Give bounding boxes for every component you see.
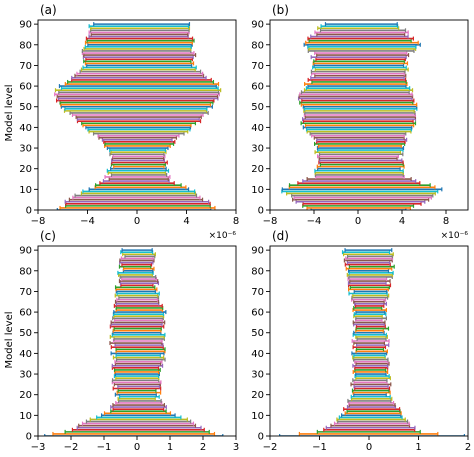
y-tick-label: 70 [251,61,264,72]
y-tick-label: 0 [26,432,32,443]
y-tick-label: 20 [251,164,264,175]
errorbar-series [281,22,443,210]
y-tick-label: 10 [19,185,32,196]
y-tick-label: 50 [19,102,32,113]
y-tick-label: 60 [251,308,264,319]
y-tick-label: 90 [19,20,32,31]
y-tick-label: 90 [19,246,32,257]
y-axis-label-bottom: Model level [4,312,15,369]
y-tick-label: 80 [19,266,32,277]
x-tick-label: 8 [443,216,449,227]
y-tick-label: 40 [19,349,32,360]
y-tick-label: 50 [19,328,32,339]
errorbar-series [279,248,465,436]
y-tick-label: 60 [19,82,32,93]
panel-label: (d) [272,229,289,243]
y-tick-label: 70 [19,287,32,298]
x-tick-label: 8 [233,216,239,227]
y-tick-label: 10 [19,411,32,422]
y-tick-label: 30 [19,144,32,155]
y-tick-label: 40 [251,123,264,134]
panel-label: (b) [272,3,289,17]
y-tick-label: 70 [19,61,32,72]
y-tick-label: 10 [251,411,264,422]
x-tick-label: 2 [465,442,471,453]
x-tick-label: −2 [64,442,79,453]
x-tick-label: 0 [134,442,140,453]
x-tick-label: 3 [233,442,239,453]
y-tick-label: 0 [258,206,264,217]
panel-label: (a) [40,3,57,17]
y-tick-label: 60 [251,82,264,93]
x-tick-label: −1 [97,442,112,453]
y-tick-label: 80 [251,266,264,277]
errorbar-series [54,22,222,210]
y-tick-label: 70 [251,287,264,298]
y-axis-label-top: Model level [4,85,15,142]
x-tick-label: 4 [399,216,405,227]
y-tick-label: 40 [19,123,32,134]
x-tick-label: 1 [167,442,173,453]
x-axis-multiplier: ×10⁻⁶ [441,231,469,241]
y-tick-label: 0 [26,206,32,217]
axes-frame [269,19,469,211]
x-tick-label: −2 [263,442,278,453]
y-tick-label: 30 [19,370,32,381]
panel-label: (c) [40,229,56,243]
x-axis-multiplier: ×10⁻⁶ [209,231,237,241]
y-tick-label: 30 [251,370,264,381]
y-tick-label: 20 [251,390,264,401]
y-tick-label: 0 [258,432,264,443]
y-tick-label: 20 [19,390,32,401]
y-tick-label: 60 [19,308,32,319]
y-tick-label: 40 [251,349,264,360]
y-tick-label: 10 [251,185,264,196]
x-tick-label: −8 [263,216,278,227]
y-tick-label: 90 [251,20,264,31]
y-tick-label: 90 [251,246,264,257]
x-tick-label: −4 [80,216,95,227]
y-tick-label: 50 [251,328,264,339]
x-tick-label: −8 [31,216,46,227]
x-tick-label: −3 [31,442,46,453]
y-tick-label: 30 [251,144,264,155]
y-tick-label: 20 [19,164,32,175]
y-tick-label: 80 [19,40,32,51]
x-tick-label: 2 [200,442,206,453]
x-tick-label: 4 [183,216,189,227]
y-tick-label: 50 [251,102,264,113]
x-tick-label: −1 [312,442,327,453]
errorbar-series [44,248,224,436]
x-tick-label: 0 [366,442,372,453]
x-tick-label: 0 [355,216,361,227]
x-tick-label: −4 [307,216,322,227]
x-tick-label: 1 [415,442,421,453]
y-tick-label: 80 [251,40,264,51]
x-tick-label: 0 [134,216,140,227]
